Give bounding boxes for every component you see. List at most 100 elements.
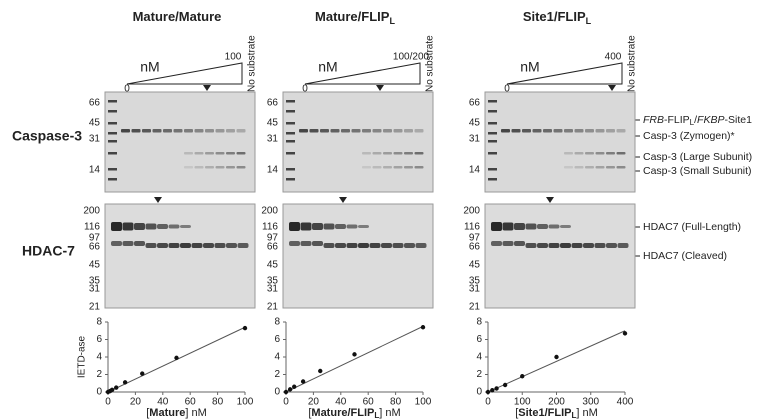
band bbox=[585, 129, 594, 133]
band bbox=[502, 241, 514, 246]
y-tick-label: 0 bbox=[476, 387, 482, 398]
mw-label: 35 bbox=[267, 276, 279, 287]
band bbox=[372, 166, 382, 169]
band bbox=[312, 241, 323, 246]
x-axis-label: [Site1/FLIPL] nM bbox=[515, 407, 598, 420]
label-part: L bbox=[374, 411, 379, 420]
band bbox=[111, 241, 122, 246]
ladder-band bbox=[286, 122, 295, 125]
mw-label: 14 bbox=[469, 165, 481, 176]
y-tick-label: 8 bbox=[274, 317, 280, 328]
mw-label: 66 bbox=[267, 242, 279, 253]
band bbox=[168, 224, 180, 229]
label-part: / bbox=[694, 114, 697, 126]
panel-title: Mature/Mature bbox=[133, 9, 222, 24]
band bbox=[594, 243, 606, 248]
ladder-band bbox=[286, 132, 295, 135]
arrow-marker bbox=[154, 197, 162, 203]
arrow-marker bbox=[376, 85, 384, 91]
band bbox=[574, 152, 584, 155]
band bbox=[414, 166, 424, 169]
band bbox=[522, 129, 531, 133]
conc-end: 100/200 bbox=[393, 52, 430, 63]
point bbox=[122, 380, 128, 385]
band-label: HDAC7 (Cleaved) bbox=[643, 250, 727, 262]
band bbox=[323, 243, 335, 248]
band bbox=[392, 243, 404, 248]
band bbox=[215, 166, 225, 169]
x-tick-label: 300 bbox=[582, 397, 599, 408]
band bbox=[571, 243, 583, 248]
no-substrate: No substrate bbox=[627, 35, 638, 92]
x-tick-label: 100 bbox=[415, 397, 432, 408]
y-axis-label: IETD-ase bbox=[77, 335, 88, 378]
band bbox=[194, 166, 204, 169]
ladder-band bbox=[488, 100, 497, 103]
y-tick-label: 4 bbox=[274, 352, 280, 363]
point bbox=[485, 389, 491, 395]
band bbox=[564, 166, 573, 169]
band bbox=[145, 223, 157, 230]
ladder-band bbox=[488, 178, 497, 181]
mw-label: 31 bbox=[469, 134, 481, 145]
mw-label: 35 bbox=[469, 276, 481, 287]
band-label: Casp-3 (Zymogen)* bbox=[643, 130, 735, 142]
band bbox=[606, 243, 617, 248]
y-tick-label: 4 bbox=[476, 352, 482, 363]
mw-label: 200 bbox=[261, 206, 278, 217]
label-part: -Site1 bbox=[724, 114, 752, 126]
band bbox=[289, 241, 300, 246]
band bbox=[560, 243, 571, 248]
band bbox=[289, 222, 300, 231]
band bbox=[157, 243, 168, 248]
band bbox=[194, 152, 204, 155]
band bbox=[414, 129, 424, 133]
gel bbox=[282, 203, 434, 309]
band bbox=[341, 129, 350, 133]
y-tick-label: 0 bbox=[96, 387, 102, 398]
x-tick-label: 0 bbox=[283, 397, 289, 408]
point bbox=[502, 382, 508, 388]
band bbox=[574, 129, 584, 133]
gel bbox=[484, 203, 636, 309]
x-tick-label: 100 bbox=[514, 397, 531, 408]
x-tick-label: 100 bbox=[237, 397, 254, 408]
band bbox=[537, 224, 548, 229]
band bbox=[121, 129, 130, 133]
ladder-band bbox=[286, 178, 295, 181]
title-part: Mature/Mature bbox=[133, 9, 222, 24]
band bbox=[383, 152, 392, 155]
band bbox=[122, 241, 134, 246]
band bbox=[362, 166, 371, 169]
mw-label: 45 bbox=[89, 260, 101, 271]
band bbox=[226, 129, 235, 133]
ladder-band bbox=[286, 100, 295, 103]
band bbox=[323, 223, 335, 230]
band bbox=[191, 243, 203, 248]
point bbox=[318, 368, 323, 374]
band bbox=[502, 222, 514, 231]
band bbox=[537, 243, 548, 248]
mw-label: 97 bbox=[267, 233, 279, 244]
band bbox=[574, 166, 584, 169]
mw-label: 66 bbox=[469, 98, 481, 109]
band bbox=[372, 152, 382, 155]
y-tick-label: 4 bbox=[96, 352, 102, 363]
y-tick-label: 2 bbox=[476, 369, 482, 380]
arrow-marker bbox=[339, 197, 347, 203]
conc-start: 0 bbox=[124, 84, 130, 95]
band bbox=[616, 152, 626, 155]
x-tick-label: 200 bbox=[548, 397, 565, 408]
band bbox=[163, 129, 172, 133]
label-part: L bbox=[690, 118, 695, 127]
ladder-band bbox=[488, 152, 497, 155]
x-tick-label: 20 bbox=[308, 397, 320, 408]
point bbox=[109, 387, 115, 393]
ladder-band bbox=[108, 132, 117, 135]
band bbox=[616, 166, 626, 169]
band bbox=[335, 224, 346, 229]
mw-label: 31 bbox=[267, 134, 279, 145]
band bbox=[553, 129, 563, 133]
ladder-band bbox=[108, 122, 117, 125]
